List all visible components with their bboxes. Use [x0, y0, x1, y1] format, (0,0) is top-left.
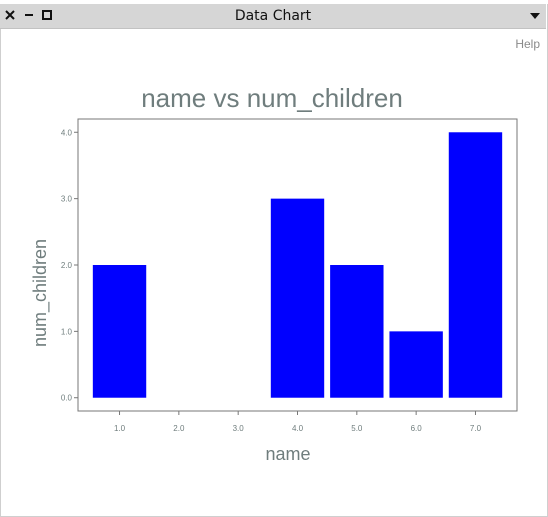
- x-axis-label: name: [265, 444, 310, 464]
- bar-6: [389, 331, 443, 398]
- window-titlebar[interactable]: Data Chart: [0, 4, 546, 29]
- bar-4: [270, 198, 325, 398]
- bar-1: [92, 265, 147, 398]
- x-tick-label: 6.0: [411, 424, 423, 433]
- y-tick-label: 2.0: [61, 261, 73, 270]
- x-tick-label: 5.0: [351, 424, 363, 433]
- y-tick-label: 3.0: [61, 195, 73, 204]
- window-title: Data Chart: [234, 8, 312, 24]
- bar-7: [448, 132, 503, 398]
- window-top-edge: [0, 0, 548, 4]
- help-link[interactable]: Help: [515, 37, 540, 51]
- y-tick-label: 4.0: [61, 128, 73, 137]
- x-tick-label: 1.0: [114, 424, 126, 433]
- y-tick-label: 1.0: [61, 327, 73, 336]
- x-tick-label: 2.0: [173, 424, 185, 433]
- bar-group: [92, 132, 503, 398]
- x-tick-label: 3.0: [233, 424, 245, 433]
- chart-title: name vs num_children: [141, 83, 403, 113]
- maximize-icon[interactable]: [41, 9, 53, 21]
- bar-5: [330, 265, 384, 398]
- minimize-icon[interactable]: [23, 9, 35, 21]
- x-tick-label: 7.0: [470, 424, 482, 433]
- y-tick-label: 0.0: [61, 394, 73, 403]
- x-axis-ticks: 1.0 2.0 3.0 4.0 5.0 6.0 7.0: [114, 411, 482, 433]
- x-tick-label: 4.0: [292, 424, 304, 433]
- close-icon[interactable]: [4, 9, 16, 21]
- chevron-down-icon[interactable]: [530, 13, 540, 19]
- y-axis-ticks: 0.0 1.0 2.0 3.0 4.0: [61, 128, 78, 403]
- y-axis-label: num_children: [30, 239, 51, 347]
